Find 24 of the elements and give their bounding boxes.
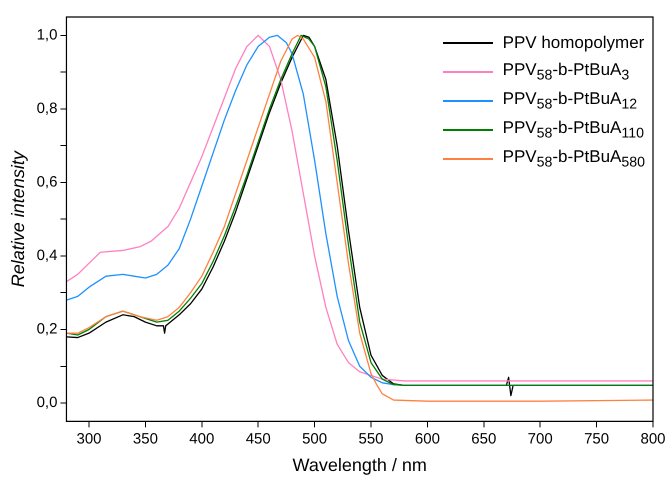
legend-label: PPV$_{58}$-b-PtBuA$_{580}$ (502, 146, 645, 170)
x-tick-label: 800 (640, 430, 666, 448)
y-axis-title: Relative intensity (8, 150, 28, 288)
y-tick-label: 0,0 (36, 394, 58, 412)
x-tick-label: 550 (358, 430, 384, 448)
x-tick-label: 650 (471, 430, 496, 448)
legend-label: PPV$_{58}$-b-PtBuA$_{3}$ (502, 60, 630, 84)
legend-label: PPV$_{58}$-b-PtBuA$_{12}$ (502, 88, 638, 112)
y-tick-label: 0,6 (36, 174, 58, 191)
y-tick-label: 0,2 (36, 320, 58, 338)
y-tick-label: 0,8 (36, 100, 58, 118)
legend-label: PPV homopolymer (502, 32, 644, 52)
x-tick-label: 450 (246, 430, 271, 448)
x-tick-label: 750 (584, 430, 610, 448)
x-tick-label: 500 (302, 430, 328, 448)
x-tick-label: 600 (414, 430, 440, 448)
legend-label: PPV$_{58}$-b-PtBuA$_{110}$ (502, 118, 644, 142)
y-tick-label: 1,0 (36, 26, 58, 44)
x-tick-label: 700 (528, 430, 553, 448)
x-tick-label: 400 (189, 430, 214, 448)
x-tick-label: 300 (76, 430, 102, 448)
y-tick-label: 0,4 (36, 247, 58, 264)
x-axis-title: Wavelength / nm (292, 455, 427, 476)
x-tick-label: 350 (132, 430, 158, 448)
